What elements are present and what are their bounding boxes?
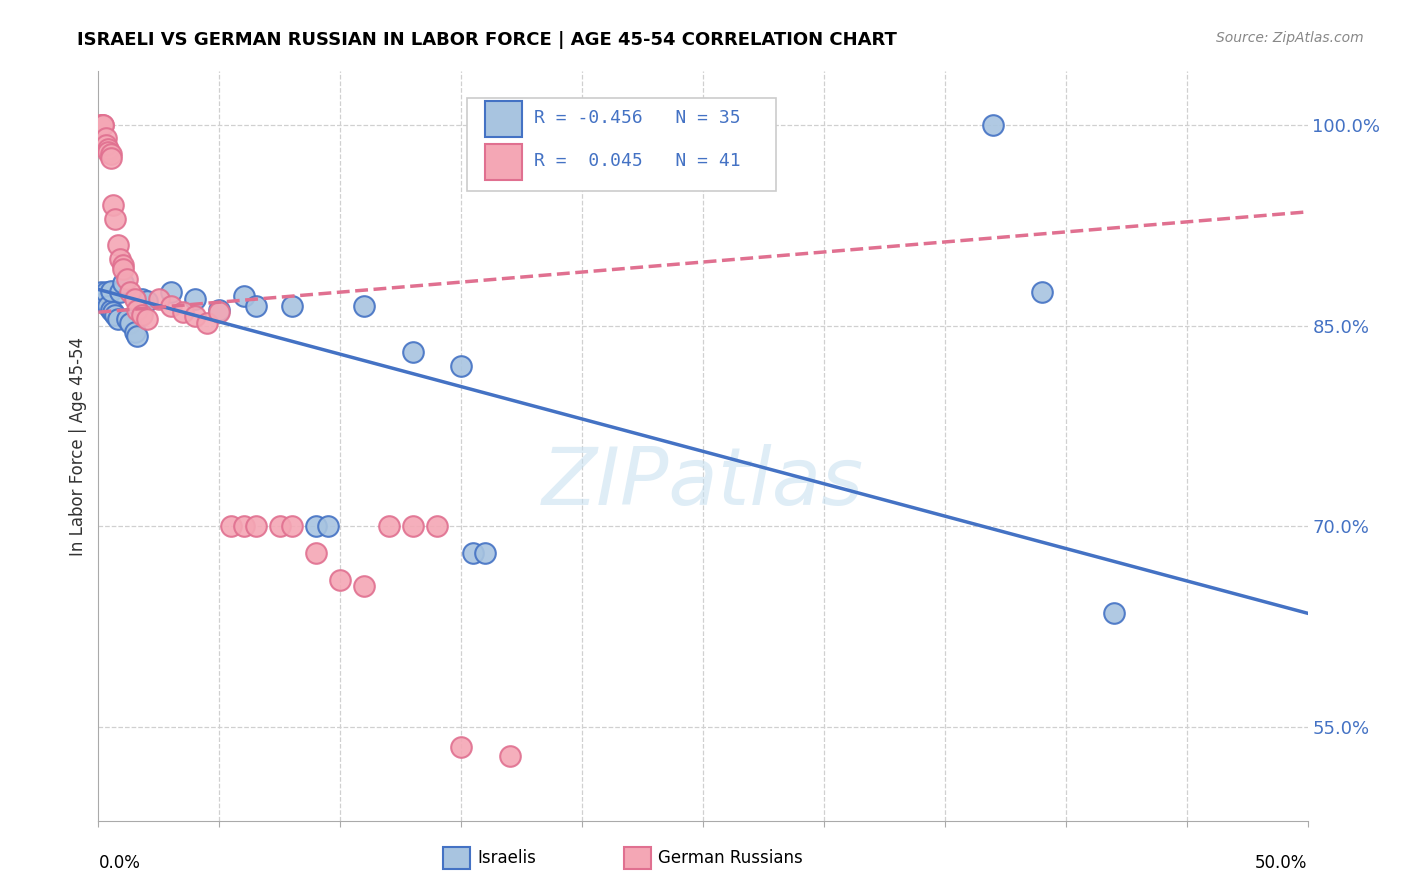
Point <box>353 580 375 594</box>
Point <box>377 519 399 533</box>
Point <box>124 292 146 306</box>
Point <box>100 284 122 298</box>
Point <box>981 118 1004 132</box>
Point <box>135 294 157 309</box>
Point <box>131 292 153 306</box>
Point <box>100 147 122 161</box>
Point <box>195 316 218 330</box>
Text: German Russians: German Russians <box>658 849 803 867</box>
Text: ISRAELI VS GERMAN RUSSIAN IN LABOR FORCE | AGE 45-54 CORRELATION CHART: ISRAELI VS GERMAN RUSSIAN IN LABOR FORCE… <box>77 31 897 49</box>
Point <box>100 152 122 166</box>
Point <box>245 298 267 313</box>
Point <box>91 118 114 132</box>
Point <box>117 312 139 326</box>
FancyBboxPatch shape <box>624 847 651 870</box>
Point <box>94 294 117 309</box>
Point <box>450 739 472 754</box>
Point <box>90 118 112 132</box>
Point <box>111 262 134 277</box>
Point <box>281 298 304 313</box>
Point <box>127 329 149 343</box>
Point <box>104 211 127 226</box>
Text: Source: ZipAtlas.com: Source: ZipAtlas.com <box>1216 31 1364 45</box>
Point <box>172 305 194 319</box>
Point <box>111 259 134 273</box>
Point <box>100 302 122 317</box>
Point <box>208 305 231 319</box>
Point <box>94 138 117 153</box>
Point <box>402 519 425 533</box>
Text: R =  0.045   N = 41: R = 0.045 N = 41 <box>534 152 741 170</box>
Text: Israelis: Israelis <box>477 849 536 867</box>
Point <box>118 316 141 330</box>
Point <box>111 276 134 290</box>
Point <box>108 252 131 266</box>
Point <box>94 285 117 300</box>
FancyBboxPatch shape <box>443 847 470 870</box>
Point <box>90 118 112 132</box>
Text: 50.0%: 50.0% <box>1256 855 1308 872</box>
Point <box>232 519 254 533</box>
Text: 0.0%: 0.0% <box>98 855 141 872</box>
Point <box>281 519 304 533</box>
Point <box>245 519 267 533</box>
Point <box>463 546 485 560</box>
Point <box>184 292 207 306</box>
Point <box>94 131 117 145</box>
Point <box>117 271 139 285</box>
Point <box>97 142 120 156</box>
FancyBboxPatch shape <box>485 144 522 180</box>
Point <box>305 519 328 533</box>
Point <box>160 298 183 313</box>
FancyBboxPatch shape <box>467 97 776 191</box>
Point <box>184 310 207 324</box>
Point <box>450 359 472 373</box>
Point <box>498 749 520 764</box>
Point <box>305 546 328 560</box>
Point <box>1031 285 1053 300</box>
Point <box>107 238 129 252</box>
Point <box>104 308 127 322</box>
Point <box>402 345 425 359</box>
FancyBboxPatch shape <box>485 101 522 136</box>
Point <box>221 519 243 533</box>
Point <box>1102 607 1125 621</box>
Point <box>127 302 149 317</box>
Point <box>118 285 141 300</box>
Point <box>269 519 291 533</box>
Point <box>101 198 124 212</box>
Point <box>316 519 339 533</box>
Point <box>353 298 375 313</box>
Point <box>97 298 120 313</box>
Point <box>232 289 254 303</box>
Point <box>124 326 146 340</box>
Point <box>426 519 449 533</box>
Point <box>160 285 183 300</box>
Point <box>91 118 114 132</box>
Point <box>97 145 120 159</box>
Point <box>91 292 114 306</box>
Point <box>91 289 114 303</box>
Point <box>329 573 352 587</box>
Point <box>474 546 496 560</box>
Point <box>135 312 157 326</box>
Point <box>131 308 153 322</box>
Text: R = -0.456   N = 35: R = -0.456 N = 35 <box>534 109 741 127</box>
Point <box>208 302 231 317</box>
Point <box>90 285 112 300</box>
Text: ZIPatlas: ZIPatlas <box>541 444 865 523</box>
Point <box>108 285 131 300</box>
Y-axis label: In Labor Force | Age 45-54: In Labor Force | Age 45-54 <box>69 336 87 556</box>
Point <box>107 312 129 326</box>
Point <box>101 305 124 319</box>
Point <box>148 292 170 306</box>
